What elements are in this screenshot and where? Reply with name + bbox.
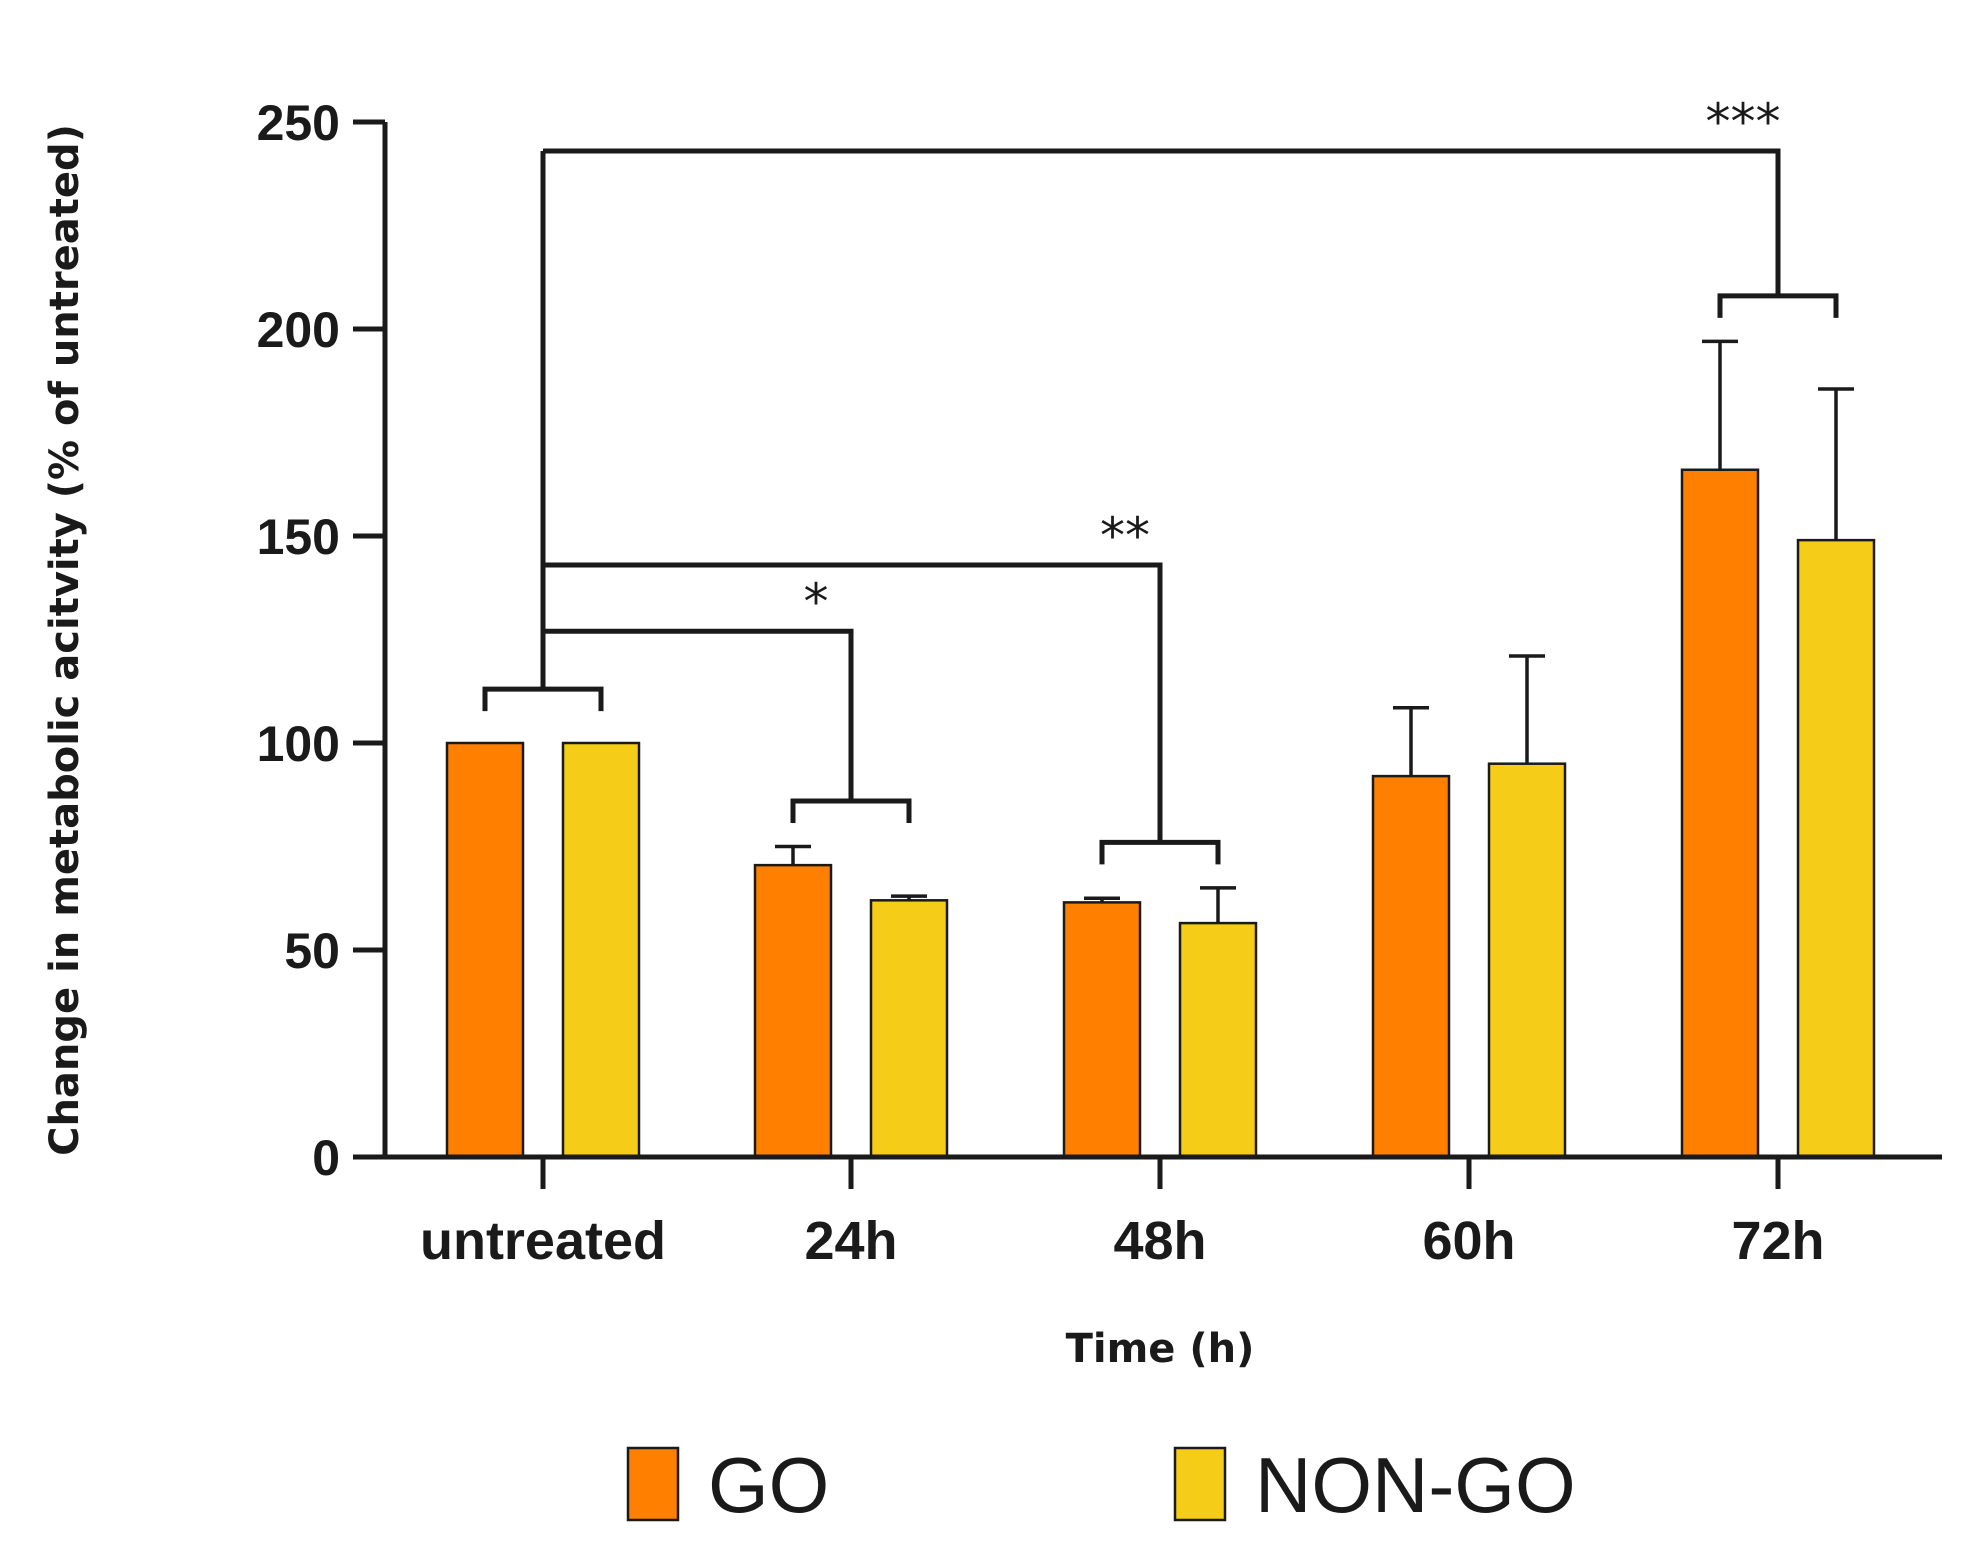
x-tick-label-60h: 60h xyxy=(1422,1211,1515,1271)
y-tick-label-150: 150 xyxy=(257,509,340,565)
legend-label-non-go: NON-GO xyxy=(1255,1441,1576,1529)
legend-swatch-go xyxy=(626,1446,680,1522)
group-bracket-48h xyxy=(1099,839,1221,865)
y-tick-label-50: 50 xyxy=(284,923,340,979)
bar-non-go-24h xyxy=(869,899,949,1159)
x-tick-label-72h: 72h xyxy=(1731,1211,1824,1271)
bar-go-72h xyxy=(1680,468,1760,1159)
comparison-line-72h xyxy=(543,148,1781,296)
group-bracket-24h xyxy=(790,798,912,823)
x-tick-label-24h: 24h xyxy=(804,1211,897,1271)
y-tick-label-0: 0 xyxy=(312,1130,340,1186)
bar-non-go-48h xyxy=(1178,921,1258,1159)
bar-go-48h xyxy=(1062,901,1142,1159)
bar-go-24h xyxy=(753,863,833,1159)
group-bracket-72h xyxy=(1717,293,1839,318)
x-tick-label-untreated: untreated xyxy=(420,1211,666,1271)
bar-go-60h xyxy=(1371,774,1451,1159)
group-bracket-untreated xyxy=(482,686,604,712)
y-tick-label-100: 100 xyxy=(257,716,340,772)
bar-non-go-72h xyxy=(1796,538,1876,1159)
significance-label-72h: *** xyxy=(1706,93,1781,151)
bar-non-go-60h xyxy=(1487,762,1567,1159)
comparison-line-48h xyxy=(543,562,1163,843)
y-tick-label-200: 200 xyxy=(257,302,340,358)
y-axis-title: Change in metabolic acitvity (% of untre… xyxy=(42,124,88,1156)
y-tick-label-250: 250 xyxy=(257,95,340,151)
x-axis-title: Time (h) xyxy=(1066,1326,1255,1372)
comparison-line-24h xyxy=(543,628,854,801)
bar-non-go-untreated xyxy=(561,741,641,1159)
significance-label-48h: ** xyxy=(1100,507,1150,565)
x-tick-label-48h: 48h xyxy=(1113,1211,1206,1271)
bar-go-untreated xyxy=(445,741,525,1159)
legend-label-go: GO xyxy=(708,1441,829,1529)
significance-label-24h: * xyxy=(804,573,829,631)
legend-swatch-non-go xyxy=(1173,1446,1227,1522)
